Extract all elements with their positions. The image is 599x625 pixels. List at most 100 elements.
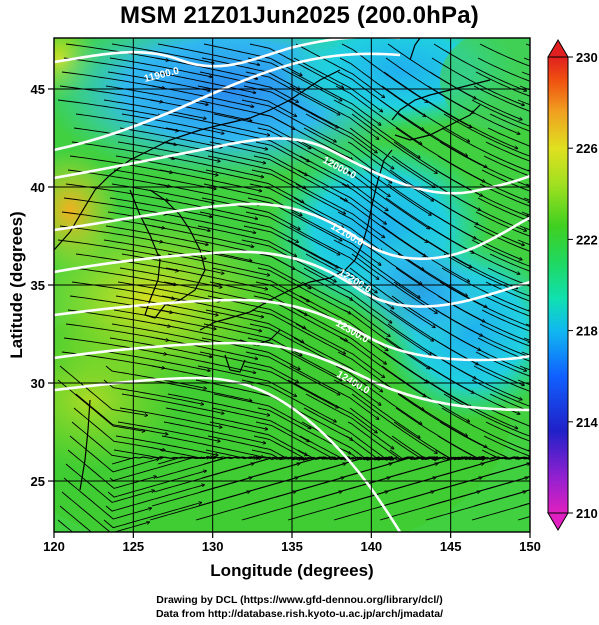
streamline: [339, 57, 426, 117]
coastlines: [54, 38, 491, 491]
x-tick-label: 145: [440, 539, 462, 554]
streamline: [65, 43, 169, 61]
x-tick-label: 125: [122, 539, 144, 554]
streamline: [397, 393, 487, 447]
streamline: [471, 239, 530, 267]
streamline: [439, 281, 530, 328]
streamline: [59, 225, 163, 242]
streamline: [213, 253, 311, 289]
streamline: [199, 351, 299, 382]
streamline: [485, 141, 530, 162]
streamline: [297, 169, 386, 224]
streamline: [121, 113, 224, 134]
streamline: [333, 99, 420, 158]
streamline: [471, 99, 530, 127]
streamline: [163, 141, 266, 163]
streamline: [487, 407, 530, 427]
streamline: [431, 197, 524, 245]
streamline: [119, 127, 222, 148]
streamline: [289, 225, 379, 279]
streamline: [483, 295, 530, 317]
streamline: [485, 281, 530, 302]
streamline: [259, 253, 353, 300]
streamline: [153, 463, 254, 493]
streamline: [475, 211, 530, 237]
x-tick-label: 130: [202, 539, 224, 554]
streamline: [487, 127, 530, 147]
streamline: [205, 169, 304, 203]
streamline: [433, 323, 527, 371]
colorbar-ticks: 210 214 218 222 226 230: [568, 50, 598, 521]
streamline: [295, 43, 385, 98]
streamline: [167, 113, 270, 135]
streamline: [65, 183, 169, 201]
streamline: [75, 113, 179, 131]
streamline: [103, 502, 202, 529]
streamline: [117, 141, 220, 161]
streamline: [433, 43, 527, 91]
streamline: [379, 99, 468, 156]
x-tick-label: 150: [519, 539, 541, 554]
streamline: [107, 71, 210, 91]
y-axis-ticks: 25 30 35 40 45: [31, 82, 54, 489]
streamline: [107, 211, 210, 231]
streamline: [207, 155, 306, 189]
streamline: [63, 57, 167, 74]
colorbar-tick-label: 230: [576, 50, 598, 65]
streamline: [113, 309, 216, 329]
y-tick-label: 35: [31, 278, 45, 293]
streamline: [59, 365, 148, 416]
streamline: [109, 57, 212, 77]
streamline: [291, 211, 381, 265]
streamline: [301, 281, 390, 337]
streamline: [441, 407, 530, 452]
y-tick-label: 30: [31, 376, 45, 391]
streamline: [297, 309, 386, 364]
streamline: [441, 127, 530, 172]
streamline: [343, 309, 430, 369]
streamline: [347, 141, 434, 201]
streamline: [73, 407, 165, 450]
streamline: [167, 253, 270, 275]
streamline: [293, 57, 383, 112]
streamline: [69, 155, 173, 173]
streamline: [303, 267, 392, 323]
streamline: [479, 43, 530, 67]
y-axis-label: Latitude (degrees): [7, 211, 26, 358]
streamline: [425, 99, 518, 149]
y-tick-label: 40: [31, 180, 45, 195]
streamline: [287, 379, 377, 433]
streamline: [109, 457, 209, 482]
streamline: [443, 393, 530, 437]
streamline: [489, 253, 530, 272]
streamline: [287, 239, 377, 293]
colorbar-tick-label: 210: [576, 506, 598, 521]
streamline: [155, 57, 258, 79]
streamline: [59, 85, 163, 102]
streamline: [345, 295, 431, 355]
streamline: [197, 225, 297, 256]
colorbar-tick-label: 214: [576, 415, 598, 430]
colorbar-min-arrow: [547, 512, 569, 531]
streamline: [479, 323, 530, 347]
streamline: [291, 351, 381, 405]
streamline: [351, 393, 437, 453]
streamline: [199, 211, 299, 242]
streamline: [203, 43, 302, 76]
streamline: [61, 211, 165, 228]
streamline: [151, 477, 252, 507]
streamline: [295, 323, 385, 378]
colorbar-tick-label: 222: [576, 232, 598, 247]
streamline: [73, 127, 177, 145]
streamline: [473, 365, 530, 392]
streamline: [293, 197, 383, 252]
streamline: [245, 351, 340, 395]
streamline: [71, 141, 175, 159]
streamline: [381, 225, 470, 282]
streamline: [73, 267, 177, 285]
streamline: [245, 71, 340, 115]
streamline: [57, 519, 74, 532]
streamline: [167, 393, 270, 415]
streamline: [333, 379, 420, 438]
streamline: [153, 351, 256, 373]
